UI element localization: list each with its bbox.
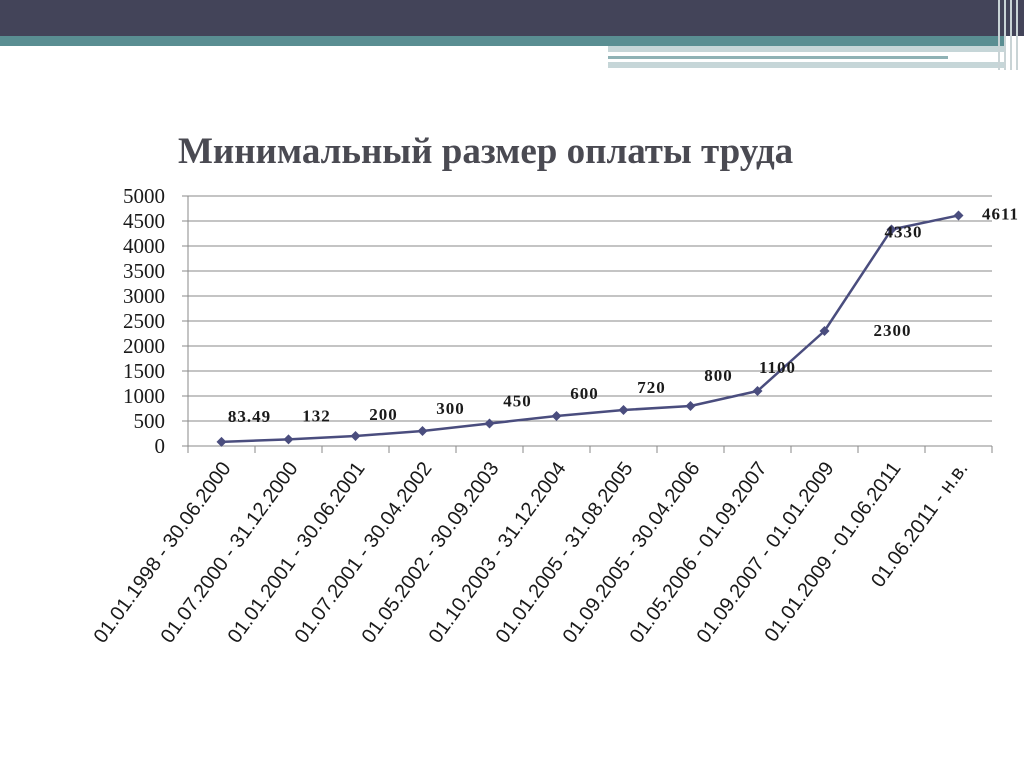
data-point <box>417 426 428 436</box>
x-tick-label: 01.01.2009 - 01.06.2011 <box>761 458 906 646</box>
header-stripe <box>608 46 1004 52</box>
x-tick-label: 01.09.2005 - 30.04.2006 <box>559 458 705 647</box>
y-tick-label: 3000 <box>123 284 165 308</box>
y-tick-label: 3500 <box>123 259 165 283</box>
data-label: 300 <box>436 399 465 418</box>
data-point <box>484 418 495 429</box>
data-label: 4611 <box>982 204 1019 223</box>
data-label: 4330 <box>885 223 923 242</box>
x-tick-label: 01.07.2001 - 30.04.2002 <box>291 458 437 647</box>
data-label: 200 <box>369 405 398 424</box>
x-tick-label: 01.10.2003 - 31.12.2004 <box>425 458 571 647</box>
data-point <box>819 326 830 336</box>
y-tick-label: 500 <box>134 409 166 433</box>
data-point <box>551 411 562 421</box>
y-tick-label: 4500 <box>123 209 165 233</box>
data-point <box>752 386 763 396</box>
x-tick-label: 01.09.2007 - 01.01.2009 <box>693 458 839 647</box>
header-stripe <box>608 56 948 59</box>
chart-title: Минимальный размер оплаты труда <box>178 131 794 172</box>
x-tick-label: 01.07.2000 - 31.12.2000 <box>157 458 303 647</box>
header-teal-band <box>0 36 1004 46</box>
data-point <box>216 436 227 447</box>
x-tick-label: 01.05.2002 - 30.09.2003 <box>358 458 504 647</box>
y-tick-label: 4000 <box>123 234 165 258</box>
y-tick-label: 0 <box>155 434 166 458</box>
data-label: 600 <box>570 384 599 403</box>
series-line <box>221 214 959 444</box>
header-stripe <box>608 62 1004 68</box>
data-label: 132 <box>302 406 331 425</box>
header-dark-band <box>0 0 1024 36</box>
y-tick-label: 2000 <box>123 334 165 358</box>
data-label: 2300 <box>874 321 912 340</box>
y-tick-label: 1000 <box>123 384 165 408</box>
data-point <box>953 210 964 221</box>
data-point <box>618 405 629 415</box>
data-label: 720 <box>637 378 666 397</box>
data-label: 1100 <box>759 358 796 377</box>
data-point <box>283 434 294 445</box>
x-tick-label: 01.01.2001 - 30.06.2001 <box>224 458 370 647</box>
data-point <box>350 431 361 441</box>
y-tick-label: 5000 <box>123 184 165 208</box>
data-point <box>886 224 897 235</box>
y-tick-label: 1500 <box>123 359 165 383</box>
x-tick-label: 01.05.2006 - 01.09.2007 <box>626 458 772 647</box>
data-point <box>685 401 696 411</box>
x-tick-label: 01.01.1998 - 30.06.2000 <box>90 458 236 647</box>
data-label: 450 <box>503 392 532 411</box>
corner-decoration <box>994 0 1024 70</box>
data-label: 800 <box>704 366 733 385</box>
data-label: 83.49 <box>228 407 271 426</box>
x-tick-label: 01.01.2005 - 31.08.2005 <box>492 458 638 647</box>
y-tick-label: 2500 <box>123 309 165 333</box>
